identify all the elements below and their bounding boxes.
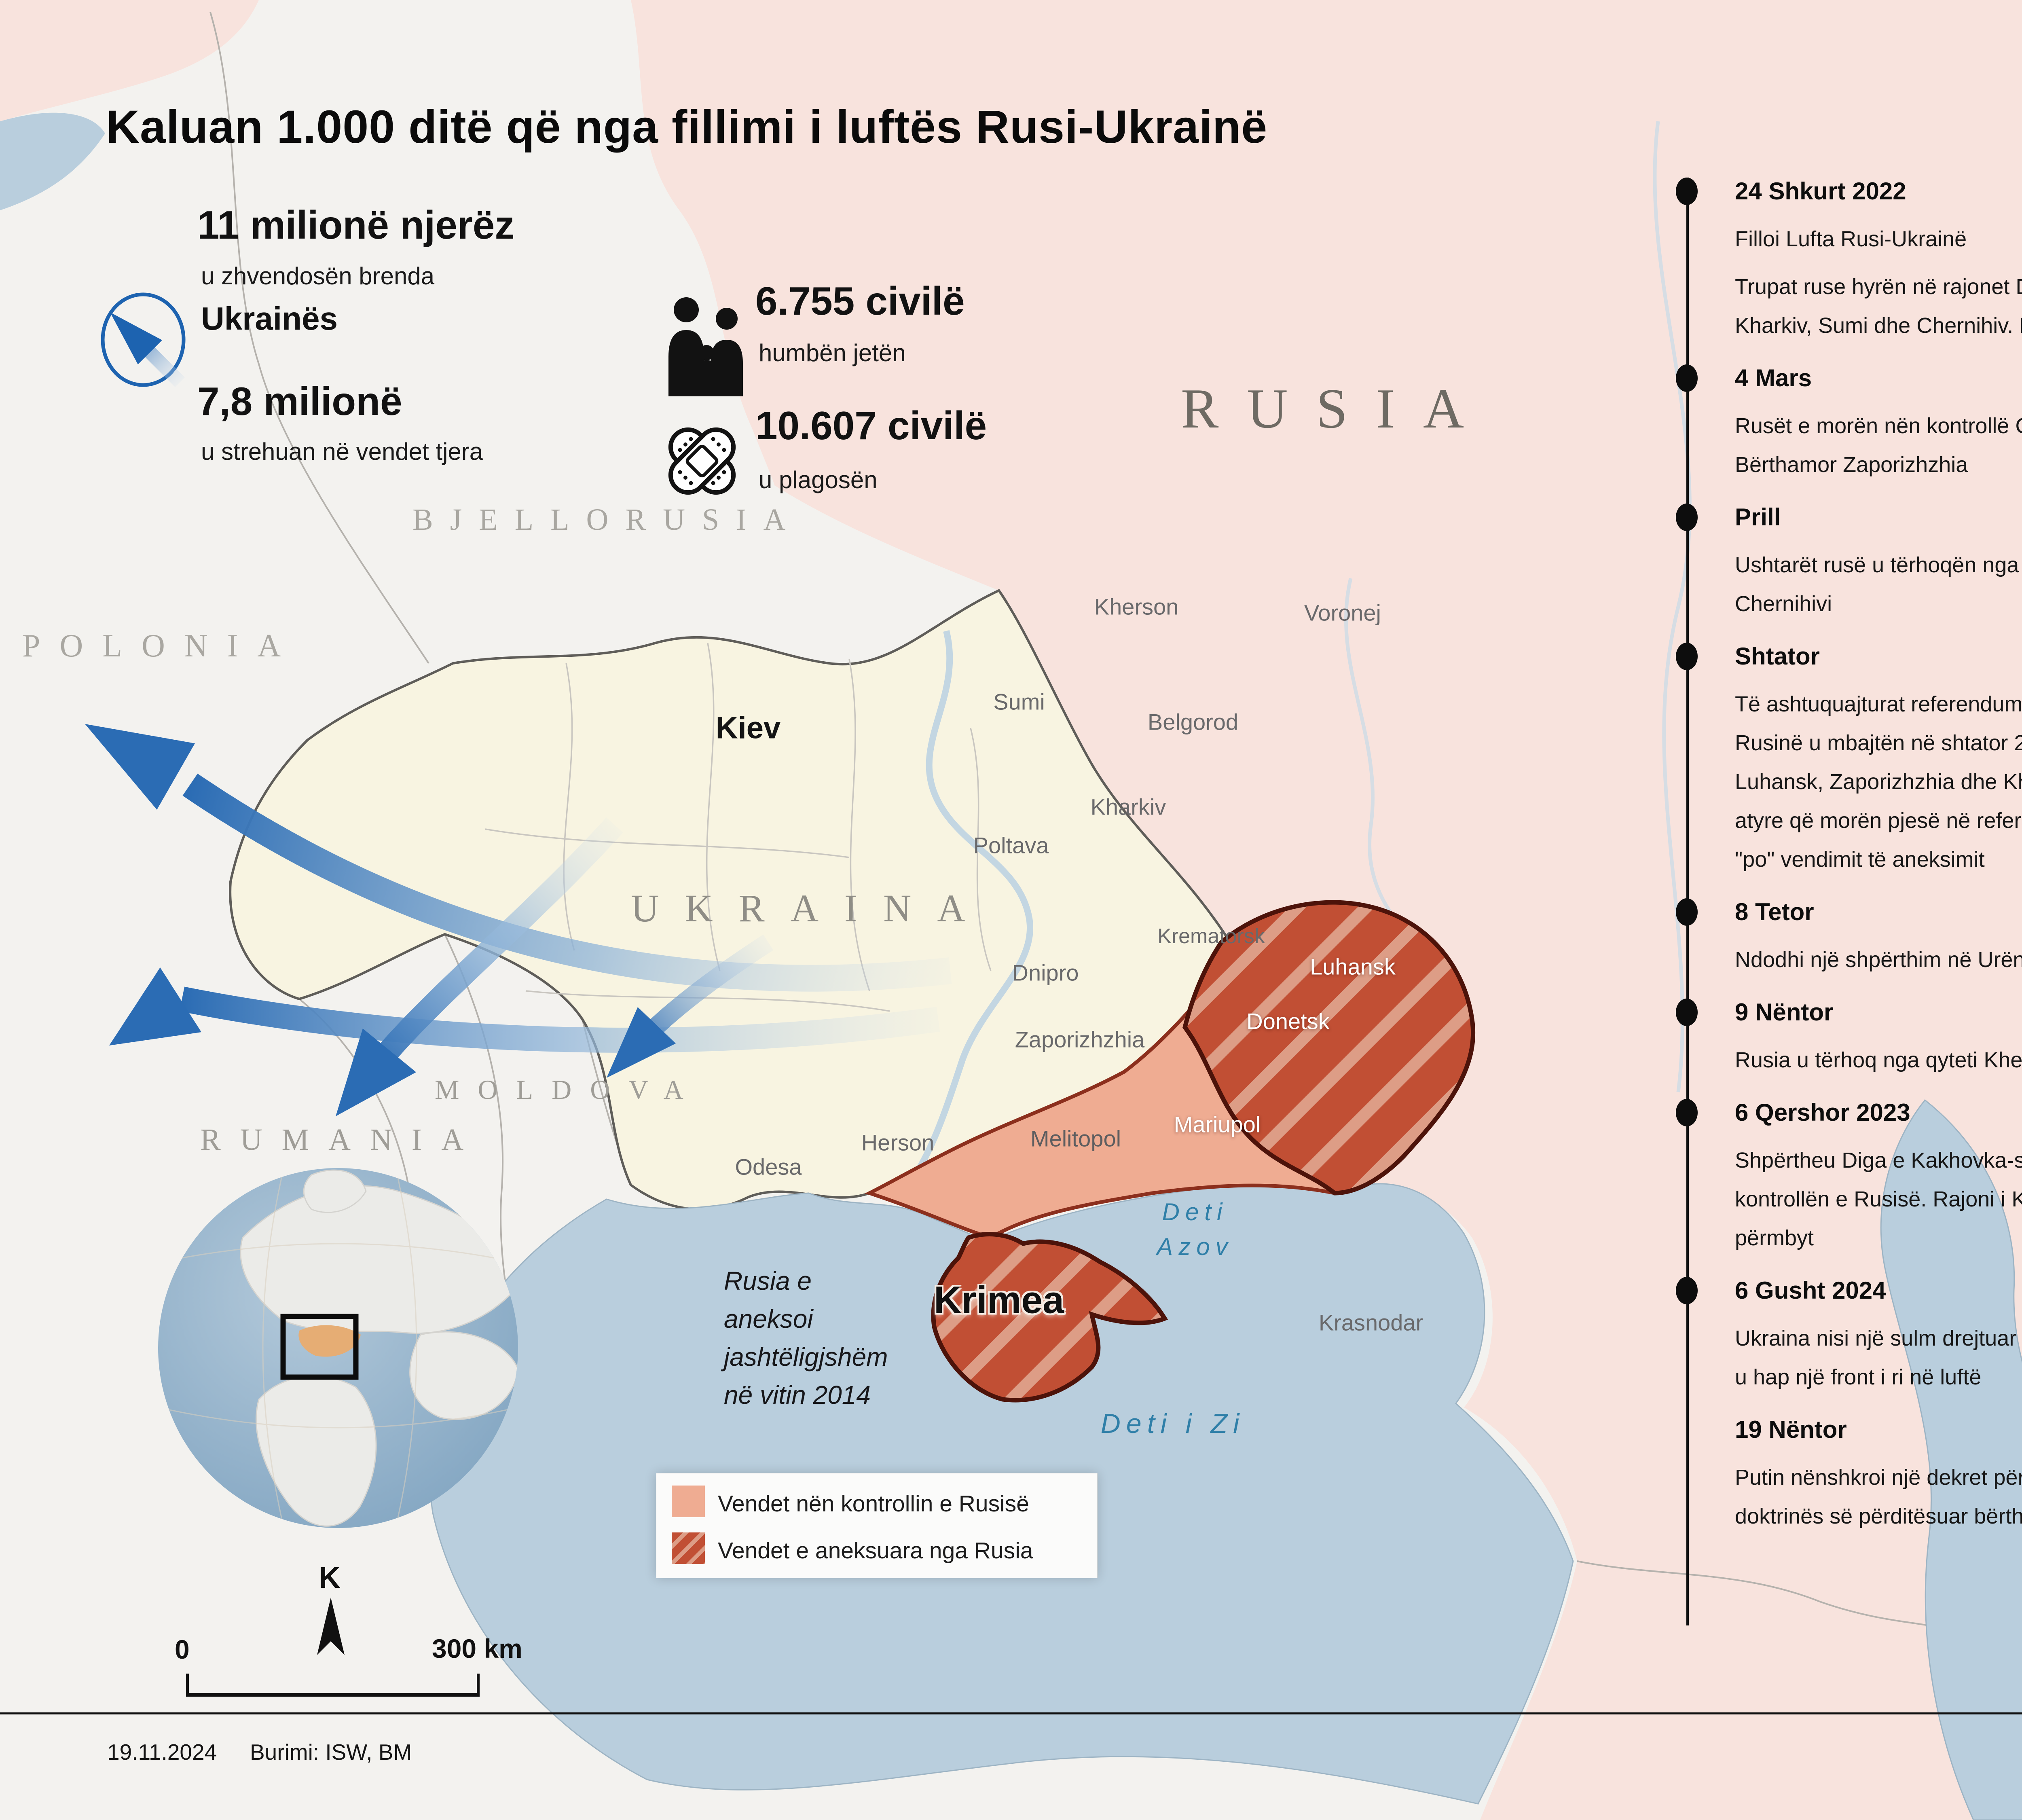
- country-label-ukraina: UKRAINA: [631, 887, 991, 930]
- timeline-date: 6 Qershor 2023: [1735, 1099, 1910, 1126]
- page-title: Kaluan 1.000 ditë që nga fillimi i luftë…: [106, 101, 1268, 153]
- stat-displaced-place: Ukrainës: [201, 301, 338, 336]
- city-label-luhansk: Luhansk: [1310, 954, 1396, 980]
- civilian-wounded-icon: [668, 427, 736, 495]
- annexed-crimea: [931, 1232, 1168, 1403]
- scale-max-label: 300 km: [432, 1634, 522, 1663]
- timeline-date: Shtator: [1735, 643, 1820, 670]
- timeline-body: Shpërtheu Diga e Kakhovka-s që ishte nën…: [1735, 1148, 2022, 1250]
- scale-zero-label: 0: [175, 1634, 190, 1664]
- country-label-bjellorusia: BJELLORUSIA: [412, 503, 803, 537]
- timeline-entry: Prill Ushtarët rusë u tërhoqën nga Kievi…: [1676, 498, 2022, 623]
- footer-source: Burimi: ISW, BM: [250, 1740, 412, 1765]
- city-label-herson: Herson: [861, 1130, 935, 1155]
- legend-label-controlled: Vendet nën kontrollin e Rusisë: [718, 1491, 1030, 1517]
- sea-label-black-sea: Deti i Zi: [1100, 1408, 1245, 1439]
- country-label-moldova: MOLDOVA: [435, 1074, 702, 1105]
- timeline-date: Prill: [1735, 504, 1781, 531]
- timeline-entry: 19 Nëntor Putin nënshkroi një dekret për…: [1735, 1410, 2022, 1536]
- timeline-entry: 6 Qershor 2023 Shpërtheu Diga e Kakhovka…: [1676, 1093, 2022, 1257]
- timeline-body: Të ashtuquajturat referendume për bashki…: [1735, 692, 2022, 872]
- timeline-body: Ushtarët rusë u tërhoqën nga Kievi dhe C…: [1735, 553, 2022, 616]
- stat-deaths-value: 6.755 civilë: [755, 279, 965, 323]
- dnieper-river: [899, 630, 1033, 1196]
- city-label-sumi: Sumi: [993, 689, 1045, 715]
- timeline-date: 6 Gusht 2024: [1735, 1277, 1886, 1304]
- stat-refugees-value: 7,8 milionë: [197, 379, 402, 423]
- stat-displaced-caption: u zhvendosën brenda: [201, 262, 435, 290]
- timeline-date: 19 Nëntor: [1735, 1416, 1847, 1443]
- timeline-entry: 24 Shkurt 2022 Filloi Lufta Rusi-Ukrainë…: [1676, 172, 2022, 345]
- city-label-zaporizhzhia: Zaporizhzhia: [1015, 1026, 1145, 1052]
- stat-deaths-caption: humbën jetën: [759, 339, 906, 366]
- compass-label: K: [319, 1561, 341, 1594]
- country-label-polonia: POLONIA: [22, 628, 300, 664]
- timeline-body: Rusët e morën nën kontrollë Centralin Bë…: [1735, 414, 2022, 477]
- city-label-kiev: Kiev: [715, 711, 781, 745]
- city-label-mariupol: Mariupol: [1174, 1111, 1261, 1137]
- legend: Vendet nën kontrollin e Rusisë Vendet e …: [656, 1473, 1098, 1578]
- city-label-melitopol: Melitopol: [1030, 1126, 1121, 1151]
- legend-label-annexed: Vendet e aneksuara nga Rusia: [718, 1538, 1033, 1564]
- city-label-voronej: Voronej: [1304, 600, 1381, 626]
- legend-swatch-controlled: [672, 1486, 705, 1517]
- stat-wounded-value: 10.607 civilë: [755, 403, 987, 448]
- city-label-krematorsk: Krematorsk: [1157, 925, 1265, 948]
- stat-wounded-caption: u plagosën: [759, 466, 878, 493]
- timeline-date: 9 Nëntor: [1735, 999, 1834, 1026]
- footer-date: 19.11.2024: [107, 1740, 217, 1765]
- north-arrow-icon: [317, 1598, 345, 1655]
- timeline-body: Rusia u tërhoq nga qyteti Kherson: [1735, 1048, 2022, 1072]
- scale-bar: [186, 1674, 480, 1697]
- timeline-lead: Filloi Lufta Rusi-Ukrainë: [1735, 227, 1967, 251]
- timeline-entry: 9 Nëntor Rusia u tërhoq nga qyteti Khers…: [1676, 993, 2022, 1079]
- timeline-body: Putin nënshkroi një dekret për miratimin…: [1735, 1465, 2022, 1528]
- globe-inset: [158, 1168, 518, 1528]
- timeline-body: Ukraina nisi një sulm drejtuar rajonit r…: [1735, 1326, 2022, 1389]
- caspian-sea: [1880, 1099, 2022, 1820]
- city-label-kherson-ru: Kherson: [1094, 594, 1179, 620]
- stat-displaced-value: 11 milionë njerëz: [197, 203, 515, 247]
- timeline-body: Trupat ruse hyrën në rajonet Donetsk, Lu…: [1735, 275, 2022, 338]
- city-label-dnipro: Dnipro: [1012, 960, 1079, 986]
- city-label-donetsk: Donetsk: [1246, 1008, 1330, 1034]
- oblast-borders: [485, 643, 992, 1012]
- city-label-belgorod: Belgorod: [1147, 709, 1239, 735]
- city-label-odesa: Odesa: [735, 1154, 802, 1180]
- footer-divider: [0, 1712, 2022, 1714]
- country-label-rumania: RUMANIA: [200, 1123, 483, 1157]
- timeline-entry: 6 Gusht 2024 Ukraina nisi një sulm drejt…: [1676, 1271, 2022, 1397]
- baltic-pink-patch: [0, 0, 259, 121]
- city-label-poltava: Poltava: [973, 832, 1049, 858]
- timeline-entry: Shtator Të ashtuquajturat referendume pë…: [1676, 637, 2022, 879]
- timeline-entry: 8 Tetor Ndodhi një shpërthim në Urën e K…: [1676, 893, 2022, 979]
- refugee-arrows: [85, 724, 952, 1116]
- stat-refugees-caption: u strehuan në vendet tjera: [201, 438, 483, 465]
- country-label-rusia: RUSIA: [1181, 377, 1493, 440]
- city-label-krasnodar: Krasnodar: [1318, 1310, 1423, 1335]
- crimea-annotation: Rusia e aneksoi jashtëligjshëm në vitin …: [724, 1266, 888, 1409]
- timeline: 24 Shkurt 2022 Filloi Lufta Rusi-Ukrainë…: [1674, 172, 2022, 1625]
- city-label-kharkiv: Kharkiv: [1090, 794, 1166, 820]
- timeline-date: 8 Tetor: [1735, 898, 1814, 925]
- baltic-sea: [0, 112, 105, 210]
- timeline-date: 4 Mars: [1735, 364, 1812, 392]
- timeline-date: 24 Shkurt 2022: [1735, 178, 1906, 205]
- civilian-deaths-icon: [668, 297, 743, 396]
- sea-label-azov: Deti Azov: [1157, 1198, 1233, 1260]
- timeline-body: Ndodhi një shpërthim në Urën e Krimesë: [1735, 948, 2022, 972]
- legend-swatch-annexed: [672, 1532, 705, 1564]
- timeline-entry: 4 Mars Rusët e morën nën kontrollë Centr…: [1676, 359, 2022, 484]
- city-label-krimea: Krimea: [933, 1278, 1064, 1322]
- displaced-icon: [101, 292, 186, 387]
- annexed-donbas: [1182, 900, 1476, 1196]
